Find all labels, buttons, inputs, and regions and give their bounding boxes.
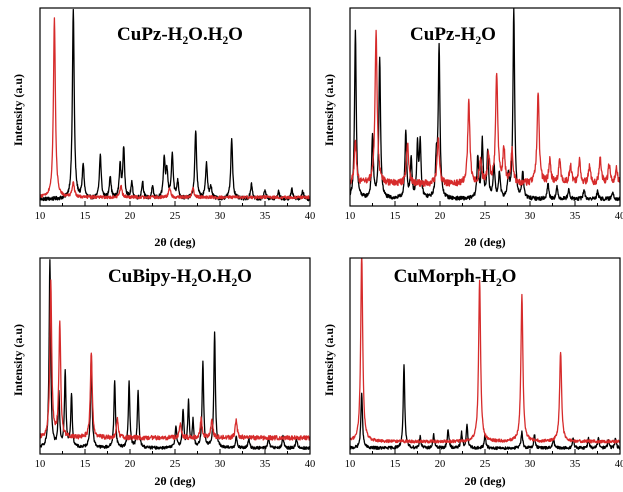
x-tick-label: 25 (480, 459, 491, 470)
x-tick-label: 15 (80, 211, 91, 222)
x-tick-label: 10 (35, 211, 46, 222)
x-tick-label: 25 (480, 211, 491, 222)
x-tick-label: 25 (170, 459, 181, 470)
x-tick-label: 15 (80, 459, 91, 470)
panel-cupz-h2o-h2o: CuPz-H₂O.H₂O Intensity (a.u) 2θ (deg) 10… (11, 7, 316, 249)
series-black-pattern (40, 259, 310, 451)
y-axis-label: Intensity (a.u) (11, 74, 25, 146)
series-red-pattern (40, 279, 310, 441)
x-tick-label: 15 (390, 211, 401, 222)
x-ticks: 10 15 20 25 30 35 40 (35, 449, 316, 470)
plot-area (40, 8, 310, 202)
x-ticks: 10 15 20 25 30 35 40 (345, 449, 623, 470)
y-axis-label: Intensity (a.u) (322, 74, 336, 146)
x-axis-label: 2θ (deg) (154, 235, 195, 249)
x-tick-label: 40 (305, 459, 316, 470)
x-tick-label: 40 (615, 459, 623, 470)
x-tick-label: 20 (435, 459, 446, 470)
x-tick-label: 10 (35, 459, 46, 470)
y-axis-label: Intensity (a.u) (322, 324, 336, 396)
x-tick-label: 30 (215, 211, 226, 222)
plot-frame (349, 257, 621, 455)
x-ticks: 10 15 20 25 30 35 40 (345, 201, 623, 222)
x-tick-label: 40 (305, 211, 316, 222)
x-tick-label: 35 (570, 211, 581, 222)
x-tick-label: 40 (615, 211, 623, 222)
x-axis-label: 2θ (deg) (464, 235, 505, 249)
x-tick-label: 25 (170, 211, 181, 222)
panel-title: CuPz-H₂O (410, 24, 496, 45)
x-tick-label: 15 (390, 459, 401, 470)
x-tick-label: 10 (345, 459, 356, 470)
x-tick-label: 20 (125, 459, 136, 470)
x-tick-label: 20 (435, 211, 446, 222)
plot-area (350, 8, 620, 202)
series-red-pattern (350, 258, 620, 444)
panel-title: CuPz-H₂O.H₂O (117, 24, 243, 45)
x-tick-label: 30 (215, 459, 226, 470)
x-tick-label: 30 (525, 459, 536, 470)
series-black-pattern (350, 8, 620, 202)
panel-cubipy-h2o-h2o: CuBipy-H₂O.H₂O Intensity (a.u) 2θ (deg) … (11, 257, 316, 488)
panel-title: CuMorph-H₂O (394, 266, 517, 287)
panel-title: CuBipy-H₂O.H₂O (108, 266, 252, 287)
series-red-pattern (350, 29, 620, 188)
x-axis-label: 2θ (deg) (154, 474, 195, 488)
x-tick-label: 20 (125, 211, 136, 222)
plot-frame (39, 257, 311, 455)
x-ticks: 10 15 20 25 30 35 40 (35, 201, 316, 222)
plot-area (40, 259, 310, 451)
x-tick-label: 10 (345, 211, 356, 222)
x-tick-label: 30 (525, 211, 536, 222)
series-red-pattern (40, 17, 310, 200)
x-tick-label: 35 (260, 459, 271, 470)
series-black-pattern (40, 8, 310, 202)
panel-cupz-h2o: CuPz-H₂O Intensity (a.u) 2θ (deg) 10 15 20… (322, 7, 623, 249)
x-axis-label: 2θ (deg) (464, 474, 505, 488)
y-axis-label: Intensity (a.u) (11, 324, 25, 396)
x-tick-label: 35 (570, 459, 581, 470)
plot-area (350, 258, 620, 451)
x-tick-label: 35 (260, 211, 271, 222)
panel-cumorph-h2o: CuMorph-H₂O Intensity (a.u) 2θ (deg) 10 1… (322, 257, 623, 488)
